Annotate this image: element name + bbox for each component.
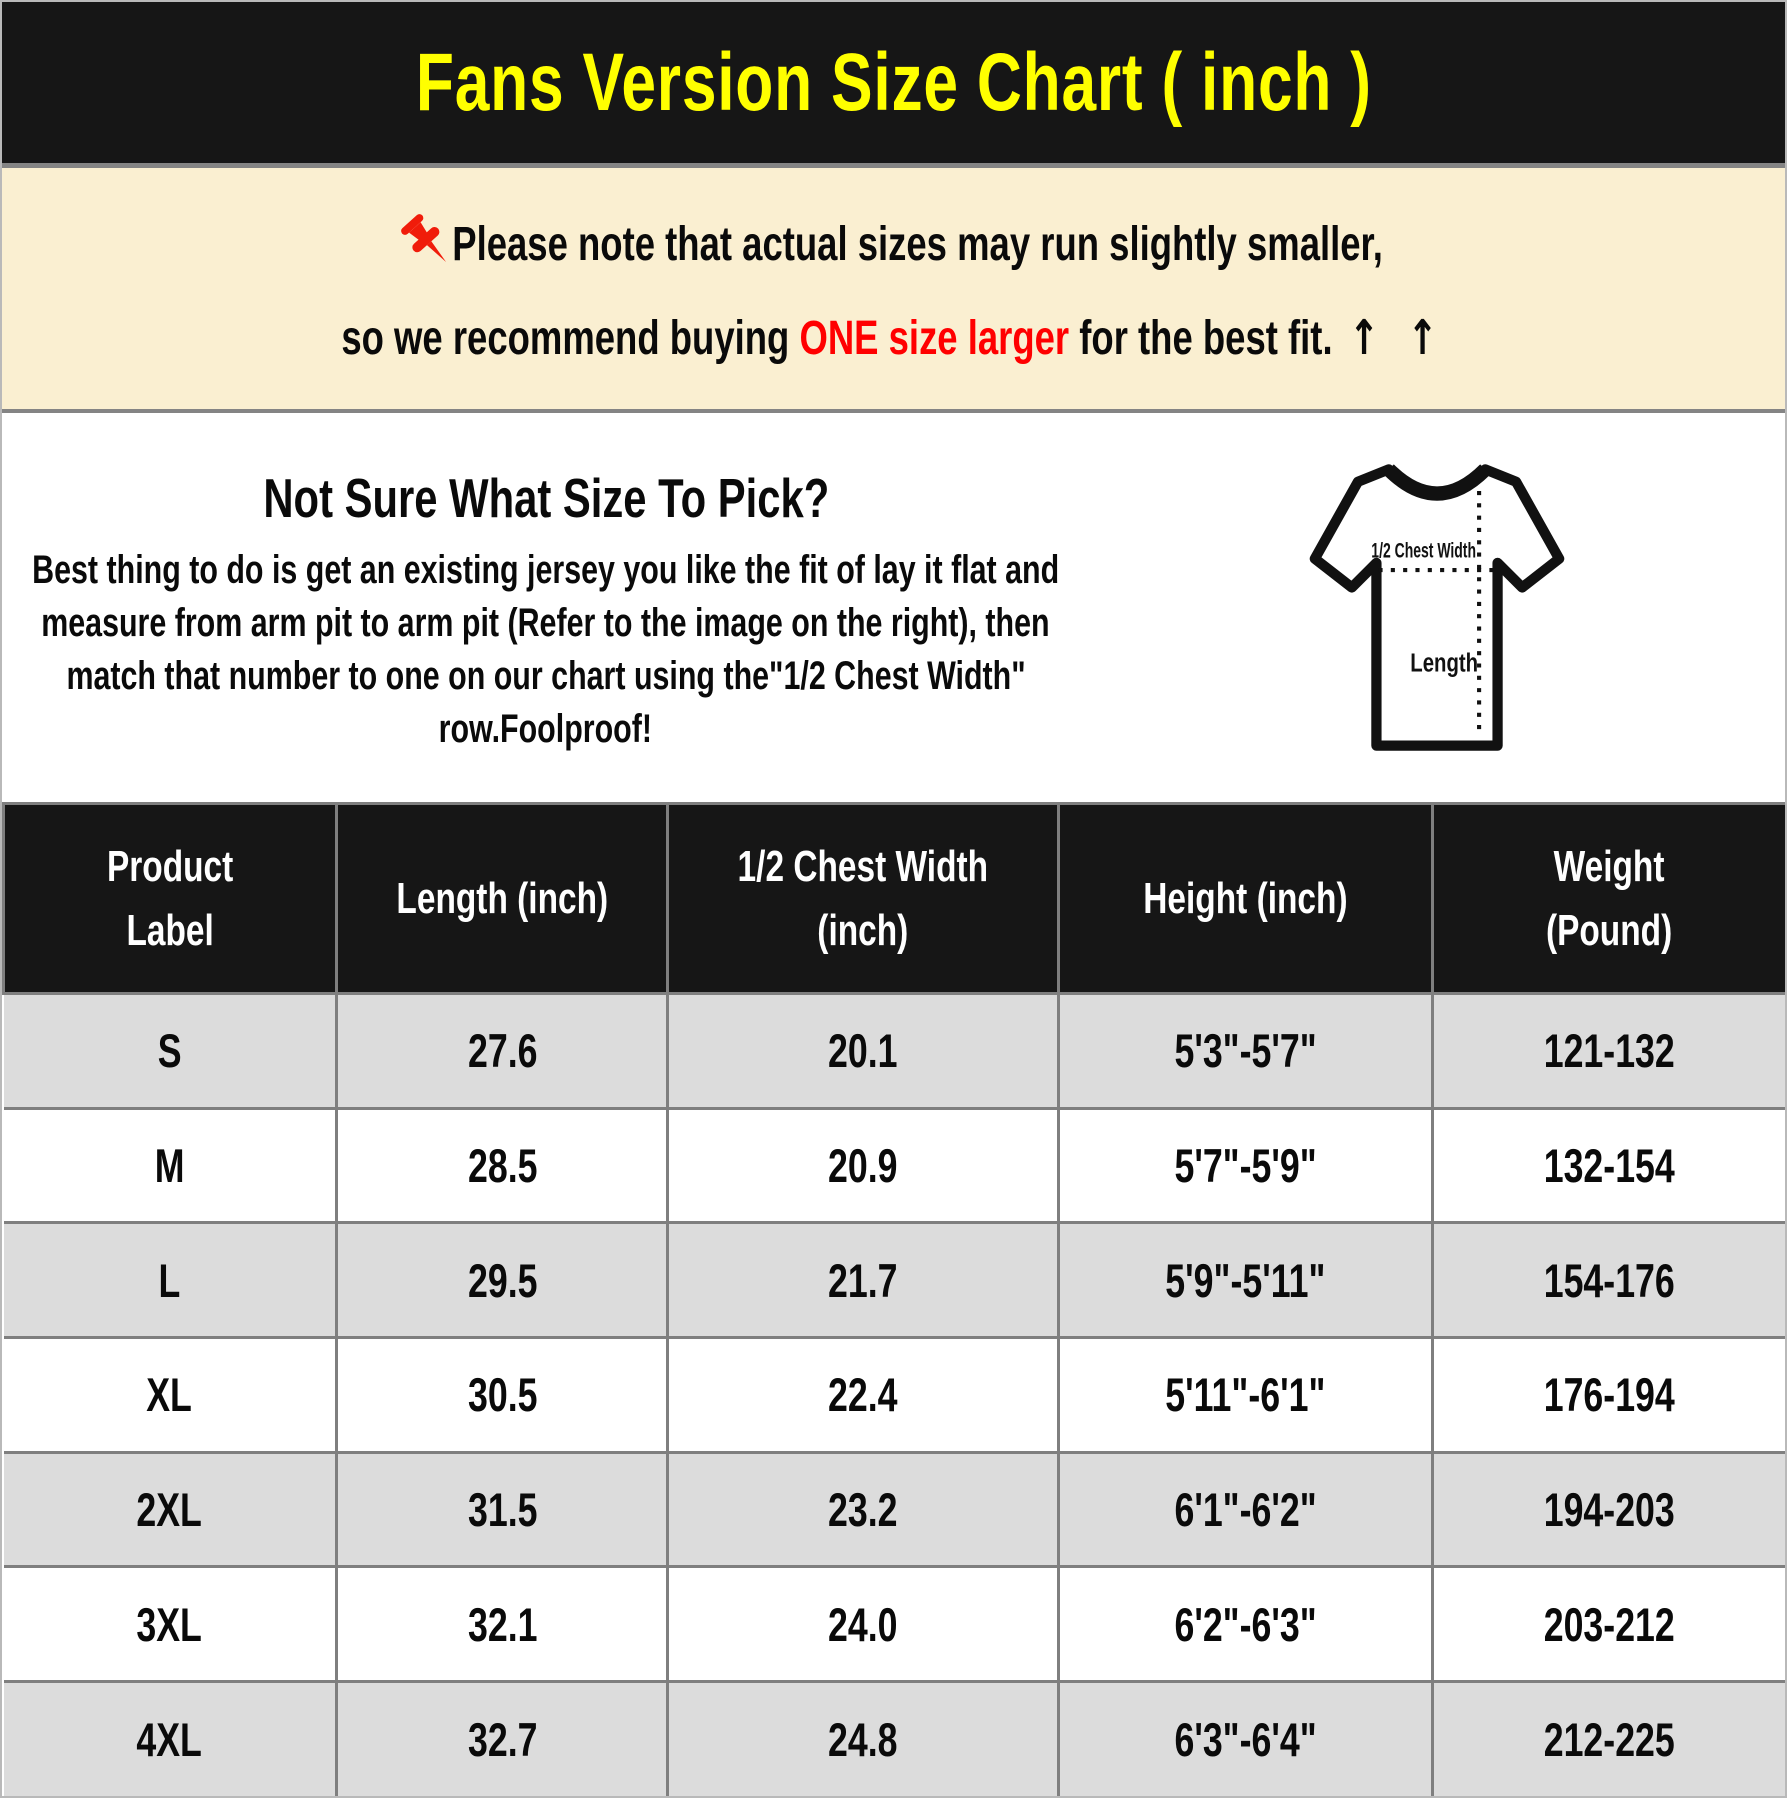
cell-product-label: L	[3, 1221, 339, 1339]
note-highlight: ONE size larger	[799, 311, 1070, 365]
cell-weight: 203-212	[1430, 1565, 1785, 1683]
note-text-2-prefix: so we recommend buying	[341, 311, 800, 365]
cell-chest-width: 22.4	[666, 1335, 1060, 1454]
cell-product-label: S	[3, 992, 339, 1110]
cell-height: 6'1"-6'2"	[1056, 1450, 1434, 1569]
cell-weight: 121-132	[1430, 992, 1785, 1110]
column-header: Product Label	[2, 802, 339, 995]
up-arrows-icon: ↑ ↑	[1348, 309, 1446, 366]
sizing-help-section: Not Sure What Size To Pick? Best thing t…	[2, 409, 1785, 802]
cell-product-label: 4XL	[3, 1679, 339, 1796]
size-table: Product Label Length (inch) 1/2 Chest Wi…	[2, 802, 1785, 1796]
cell-chest-width: 24.8	[666, 1679, 1060, 1796]
cell-length: 29.5	[335, 1221, 670, 1339]
column-header: Length (inch)	[335, 802, 670, 995]
cell-height: 5'7"-5'9"	[1056, 1106, 1434, 1225]
cell-length: 27.6	[335, 992, 670, 1110]
cell-weight: 212-225	[1430, 1679, 1785, 1796]
sizing-help-heading: Not Sure What Size To Pick?	[262, 466, 829, 529]
cell-chest-width: 23.2	[666, 1450, 1060, 1569]
help-line-2: measure from arm pit to arm pit (Refer t…	[41, 600, 1051, 645]
tshirt-diagram-area: 1/2 Chest Width Length	[1090, 413, 1785, 802]
table-header-row: Product Label Length (inch) 1/2 Chest Wi…	[2, 802, 1785, 995]
table-row: 4XL 32.7 24.8 6'3"-6'4" 212-225	[3, 1679, 1785, 1796]
cell-chest-width: 20.9	[666, 1106, 1060, 1225]
column-header: Height (inch)	[1056, 802, 1434, 995]
sizing-help-text: Not Sure What Size To Pick? Best thing t…	[2, 413, 1090, 802]
note-line-1: Please note that actual sizes may run sl…	[249, 212, 1538, 286]
cell-product-label: 2XL	[3, 1450, 339, 1569]
cell-height: 5'3"-5'7"	[1056, 992, 1434, 1110]
tshirt-diagram: 1/2 Chest Width Length	[1310, 463, 1565, 751]
cell-weight: 194-203	[1430, 1450, 1785, 1569]
cell-product-label: M	[3, 1106, 339, 1225]
table-row: S 27.6 20.1 5'3"-5'7" 121-132	[3, 992, 1785, 1110]
cell-weight: 176-194	[1430, 1335, 1785, 1454]
cell-chest-width: 20.1	[666, 992, 1060, 1110]
cell-height: 5'11"-6'1"	[1056, 1335, 1434, 1454]
note-text-1: Please note that actual sizes may run sl…	[452, 217, 1384, 271]
table-row: 2XL 31.5 23.2 6'1"-6'2" 194-203	[3, 1450, 1785, 1569]
cell-weight: 154-176	[1430, 1221, 1785, 1339]
help-line-1: Best thing to do is get an existing jers…	[32, 547, 1060, 592]
note-line-2: so we recommend buying ONE size larger f…	[167, 309, 1620, 366]
column-header: Weight (Pound)	[1430, 802, 1785, 995]
pushpin-icon	[396, 212, 458, 286]
tshirt-collar	[1383, 463, 1491, 501]
length-label: Length	[1411, 649, 1479, 677]
tshirt-outline	[1310, 463, 1565, 751]
cell-length: 31.5	[335, 1450, 670, 1569]
cell-height: 6'3"-6'4"	[1056, 1679, 1434, 1796]
help-line-3: match that number to one on our chart us…	[66, 653, 1026, 698]
table-row: L 29.5 21.7 5'9"-5'11" 154-176	[3, 1221, 1785, 1339]
help-line-4: row.Foolproof!	[439, 706, 653, 751]
note-text-2-suffix: for the best fit.	[1069, 311, 1343, 365]
cell-product-label: 3XL	[3, 1565, 339, 1683]
cell-product-label: XL	[3, 1335, 339, 1454]
cell-height: 6'2"-6'3"	[1056, 1565, 1434, 1683]
page-title: Fans Version Size Chart ( inch )	[415, 36, 1372, 128]
column-header: 1/2 Chest Width (inch)	[666, 802, 1060, 995]
note-section: Please note that actual sizes may run sl…	[2, 163, 1785, 409]
cell-chest-width: 21.7	[666, 1221, 1060, 1339]
cell-length: 28.5	[335, 1106, 670, 1225]
cell-length: 32.1	[335, 1565, 670, 1683]
table-row: XL 30.5 22.4 5'11"-6'1" 176-194	[3, 1335, 1785, 1454]
cell-chest-width: 24.0	[666, 1565, 1060, 1683]
cell-length: 30.5	[335, 1335, 670, 1454]
cell-weight: 132-154	[1430, 1106, 1785, 1225]
title-bar: Fans Version Size Chart ( inch )	[2, 2, 1785, 163]
chest-width-label: 1/2 Chest Width	[1372, 537, 1477, 562]
cell-height: 5'9"-5'11"	[1056, 1221, 1434, 1339]
cell-length: 32.7	[335, 1679, 670, 1796]
table-row: M 28.5 20.9 5'7"-5'9" 132-154	[3, 1106, 1785, 1225]
table-row: 3XL 32.1 24.0 6'2"-6'3" 203-212	[3, 1565, 1785, 1683]
